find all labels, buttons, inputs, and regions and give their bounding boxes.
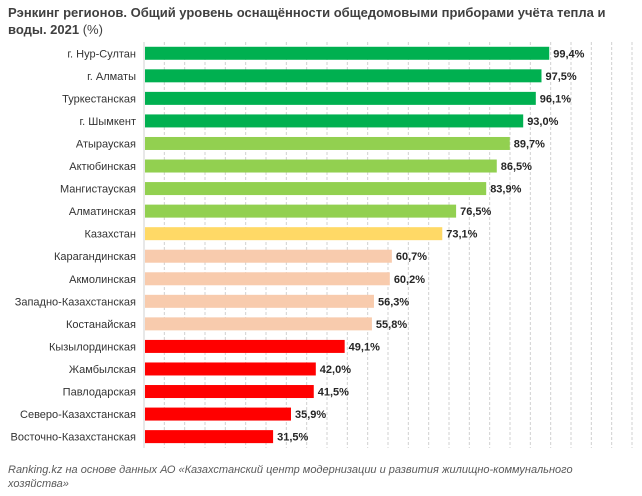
data-label: 60,2% — [394, 274, 425, 286]
bar — [145, 272, 390, 286]
data-label: 96,1% — [540, 93, 571, 105]
bar — [145, 136, 510, 150]
data-label: 93,0% — [527, 116, 558, 128]
category-label: Казахстан — [84, 229, 136, 241]
category-label: г. Алматы — [87, 71, 136, 83]
data-label: 86,5% — [501, 161, 532, 173]
bar — [145, 407, 291, 421]
data-label: 97,5% — [546, 71, 577, 83]
category-label: Алматинская — [69, 206, 136, 218]
category-label: Акмолинская — [69, 274, 136, 286]
data-label: 60,7% — [396, 251, 427, 263]
bar — [145, 91, 536, 105]
data-label: 42,0% — [320, 364, 351, 376]
data-label: 89,7% — [514, 138, 545, 150]
bar — [145, 227, 443, 241]
bar — [145, 159, 497, 173]
data-label: 99,4% — [553, 48, 584, 60]
data-label: 56,3% — [378, 296, 409, 308]
chart-title-unit: (%) — [82, 22, 103, 37]
data-label: 83,9% — [490, 184, 521, 196]
category-label: Кызылординская — [49, 341, 136, 353]
category-label: Восточно-Казахстанская — [10, 432, 136, 444]
chart-title-text: Рэнкинг регионов. Общий уровень оснащённ… — [8, 5, 606, 37]
category-label: Актюбинская — [69, 161, 136, 173]
bar — [145, 317, 372, 331]
bar — [145, 204, 457, 218]
category-label: Северо-Казахстанская — [20, 409, 136, 421]
chart-title: Рэнкинг регионов. Общий уровень оснащённ… — [8, 4, 636, 38]
category-label: Мангистауская — [60, 184, 136, 196]
category-label: г. Шымкент — [80, 116, 137, 128]
data-label: 55,8% — [376, 319, 407, 331]
data-label: 41,5% — [318, 387, 349, 399]
data-label: 76,5% — [460, 206, 491, 218]
category-label: г. Нур-Султан — [67, 48, 136, 60]
category-label: Западно-Казахстанская — [15, 296, 136, 308]
data-label: 31,5% — [277, 432, 308, 444]
category-label: Туркестанская — [62, 93, 136, 105]
category-label: Карагандинская — [54, 251, 136, 263]
bar — [145, 46, 550, 60]
category-label: Атырауская — [76, 138, 136, 150]
bar — [145, 385, 314, 399]
bar — [145, 362, 316, 376]
data-label: 49,1% — [349, 341, 380, 353]
data-label: 35,9% — [295, 409, 326, 421]
bar — [145, 249, 392, 263]
bar — [145, 114, 524, 128]
bar — [145, 182, 487, 196]
category-label: Павлодарская — [63, 387, 136, 399]
bar — [145, 69, 542, 83]
category-label: Жамбылская — [69, 364, 136, 376]
category-label: Костанайская — [66, 319, 136, 331]
bar — [145, 294, 374, 308]
data-label: 73,1% — [446, 229, 477, 241]
source-note: Ranking.kz на основе данных АО «Казахста… — [8, 464, 573, 490]
bar — [145, 339, 345, 353]
bar — [145, 430, 274, 444]
